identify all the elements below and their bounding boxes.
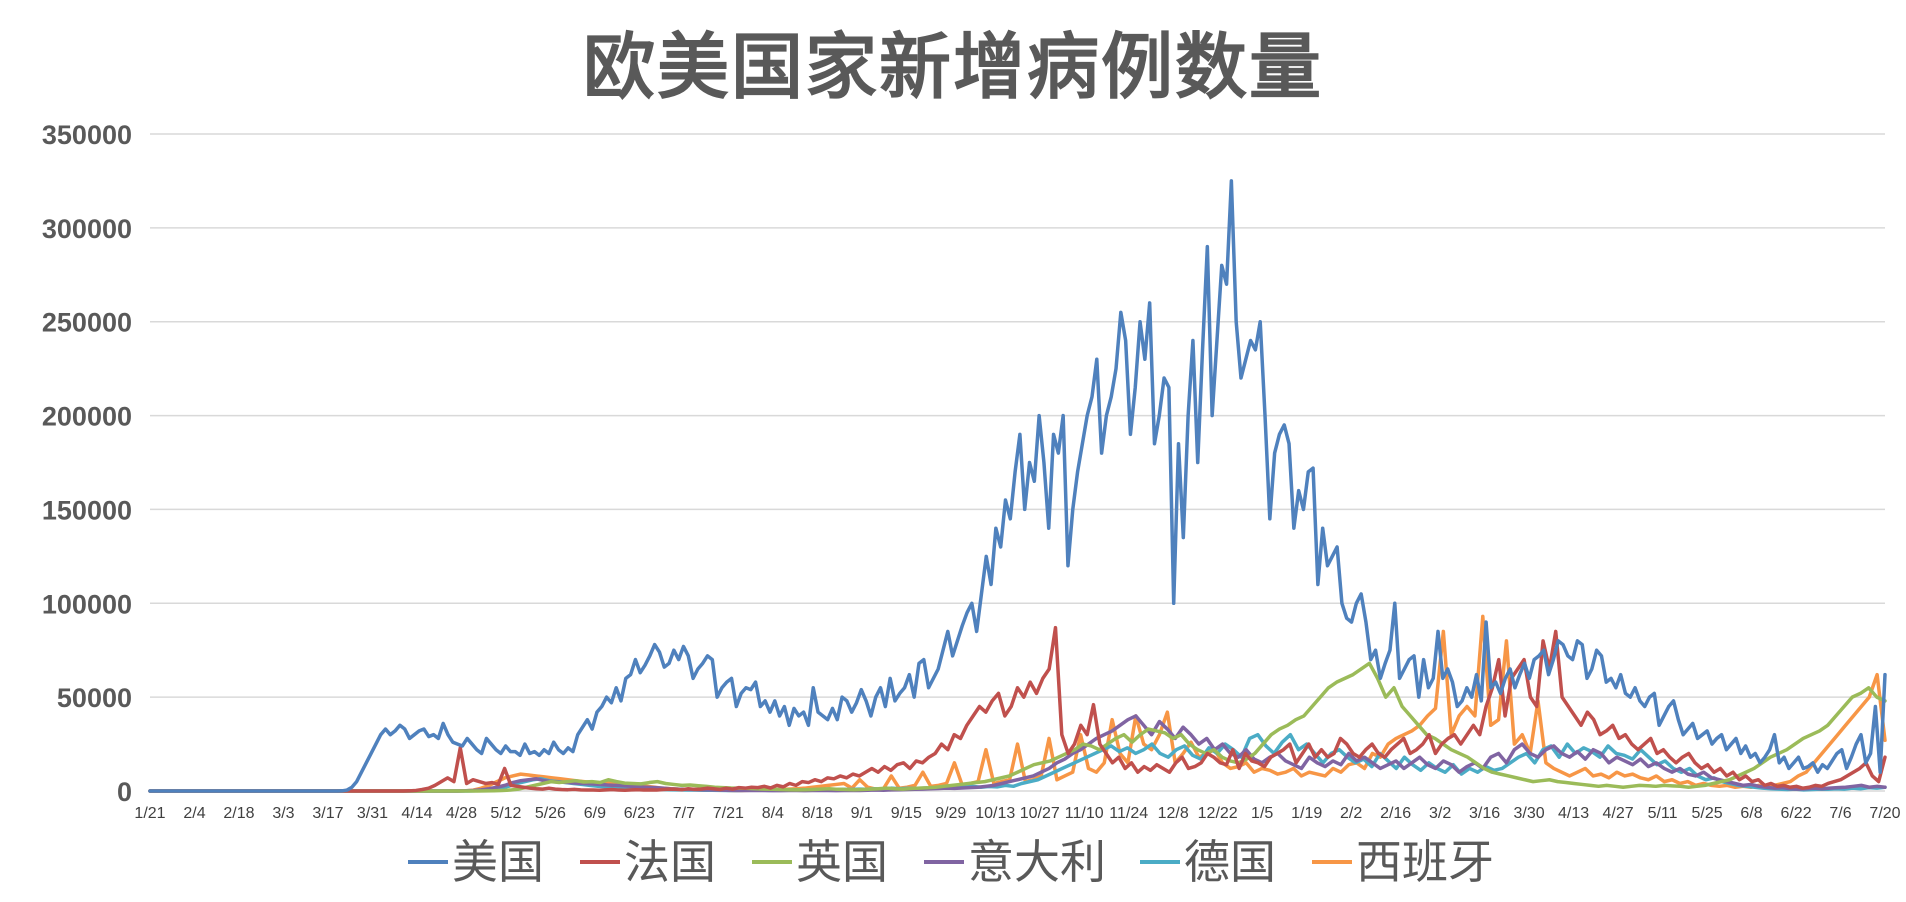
x-tick-label: 6/9	[584, 805, 606, 822]
x-tick-label: 12/22	[1198, 805, 1238, 822]
x-tick-label: 8/4	[762, 805, 784, 822]
legend-label: 德国	[1184, 835, 1276, 889]
x-axis-ticks: 1/21 2/4 2/18 3/3 3/17 3/31 4/14 4/28 5/12 5/26 6/…	[134, 805, 1900, 822]
legend: 美国 法国 英国 意大利 德国 西班牙	[408, 835, 1494, 889]
x-tick-label: 10/13	[975, 805, 1015, 822]
x-tick-label: 11/24	[1109, 805, 1148, 822]
y-tick-label: 100000	[42, 589, 132, 619]
x-tick-label: 9/1	[851, 805, 873, 822]
y-tick-label: 150000	[42, 495, 132, 525]
x-tick-label: 9/15	[891, 805, 922, 822]
series-lines	[148, 179, 1887, 793]
x-tick-label: 3/3	[272, 805, 294, 822]
series-line-英国	[148, 661, 1887, 793]
x-tick-label: 2/2	[1340, 805, 1362, 822]
x-tick-label: 5/11	[1648, 805, 1678, 822]
x-tick-label: 4/28	[446, 805, 477, 822]
x-tick-label: 7/7	[673, 805, 695, 822]
x-tick-label: 4/13	[1558, 805, 1589, 822]
x-tick-label: 3/30	[1514, 805, 1545, 822]
x-tick-label: 10/27	[1020, 805, 1060, 822]
x-tick-label: 3/2	[1429, 805, 1451, 822]
x-tick-label: 12/8	[1158, 805, 1189, 822]
x-tick-label: 3/31	[357, 805, 388, 822]
y-axis-ticks: 0 50000 100000 150000 200000 250000 300000 3500…	[42, 120, 132, 807]
x-tick-label: 7/20	[1869, 805, 1900, 822]
x-tick-label: 4/14	[401, 805, 432, 822]
x-tick-label: 3/16	[1469, 805, 1500, 822]
legend-label: 意大利	[968, 835, 1106, 889]
x-tick-label: 8/18	[802, 805, 833, 822]
x-tick-label: 2/4	[183, 805, 205, 822]
x-tick-label: 1/19	[1291, 805, 1322, 822]
x-tick-label: 5/12	[490, 805, 521, 822]
y-tick-label: 50000	[57, 683, 132, 713]
x-tick-label: 3/17	[312, 805, 343, 822]
y-tick-label: 250000	[42, 308, 132, 338]
x-tick-label: 5/25	[1691, 805, 1722, 822]
x-tick-label: 5/26	[535, 805, 566, 822]
y-tick-label: 350000	[42, 120, 132, 150]
x-tick-label: 1/5	[1251, 805, 1273, 822]
series-line-西班牙	[148, 614, 1887, 793]
x-tick-label: 2/16	[1380, 805, 1411, 822]
y-tick-label: 0	[117, 777, 132, 807]
series-line-美国	[148, 179, 1887, 793]
x-tick-label: 4/27	[1603, 805, 1634, 822]
x-tick-label: 7/21	[713, 805, 744, 822]
legend-label: 美国	[452, 835, 544, 889]
y-tick-label: 200000	[42, 402, 132, 432]
series-line-意大利	[148, 714, 1887, 793]
legend-label: 西班牙	[1356, 835, 1494, 889]
x-tick-label: 9/29	[935, 805, 966, 822]
x-tick-label: 2/18	[223, 805, 254, 822]
x-tick-label: 6/22	[1780, 805, 1811, 822]
y-tick-label: 300000	[42, 214, 132, 244]
chart-title: 欧美国家新增病例数量	[582, 24, 1323, 109]
x-tick-label: 11/10	[1065, 805, 1104, 822]
x-tick-label: 1/21	[134, 805, 165, 822]
series-line-法国	[148, 625, 1887, 793]
x-tick-label: 7/6	[1829, 805, 1851, 822]
legend-label: 法国	[624, 835, 716, 889]
x-tick-label: 6/23	[624, 805, 655, 822]
legend-label: 英国	[796, 835, 888, 889]
x-tick-label: 6/8	[1740, 805, 1762, 822]
